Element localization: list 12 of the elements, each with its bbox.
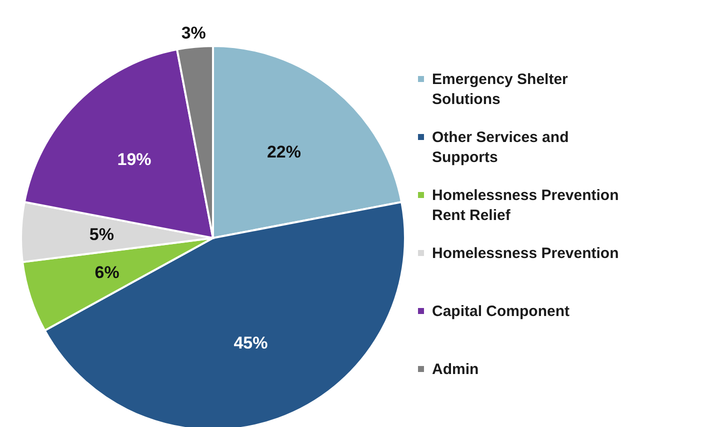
data-label: 5% <box>89 225 114 244</box>
data-label: 19% <box>117 150 152 169</box>
legend-label: Other Services and Supports <box>432 128 570 168</box>
legend-label: Admin <box>432 360 479 380</box>
legend-label: Homelessness Prevention <box>432 244 619 264</box>
legend-label: Capital Component <box>432 302 570 322</box>
data-label: 45% <box>234 333 268 352</box>
data-label: 3% <box>181 23 206 42</box>
legend-label: Homelessness Prevention Rent Relief <box>432 186 620 226</box>
legend-label: Emergency Shelter Solutions <box>432 70 569 110</box>
data-label: 6% <box>94 262 120 282</box>
data-label: 22% <box>266 142 301 162</box>
